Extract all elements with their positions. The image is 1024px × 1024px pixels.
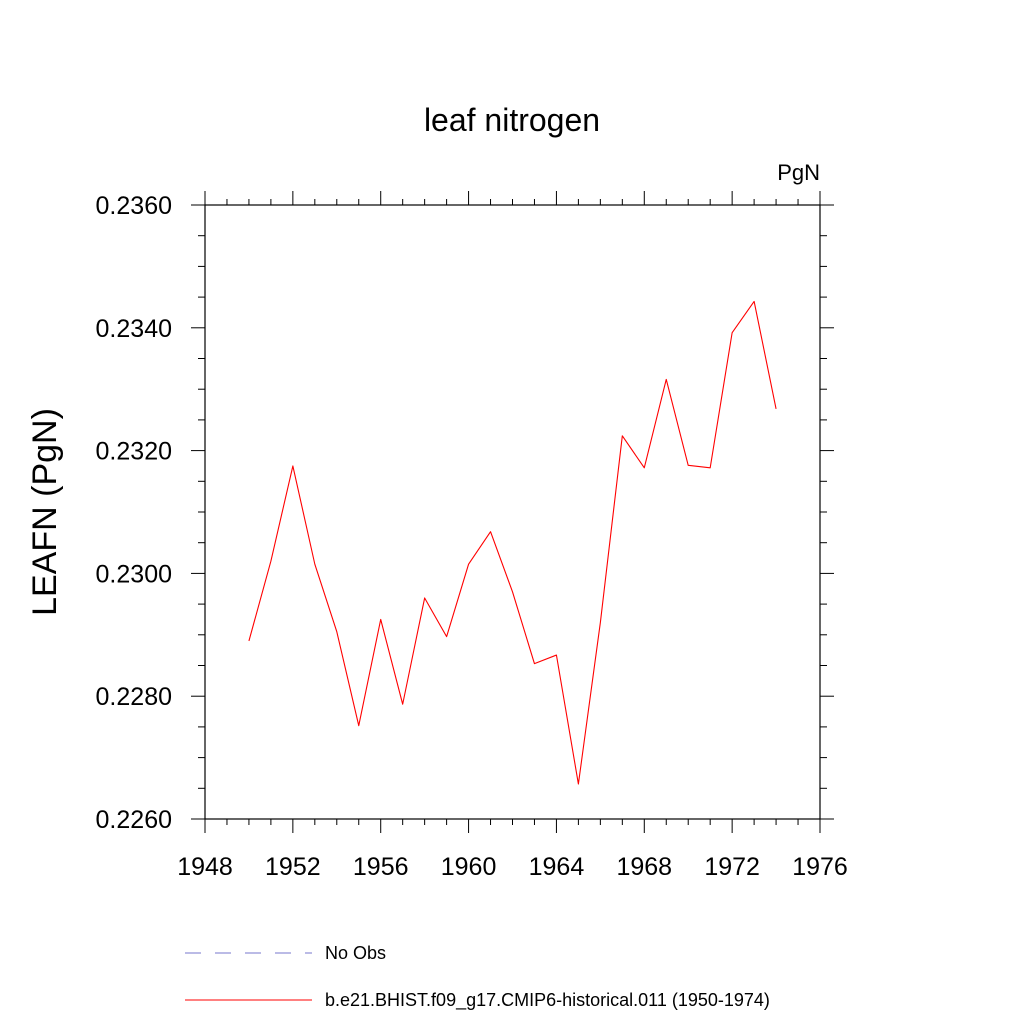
axis-ticks: [191, 191, 834, 833]
legend-label-model: b.e21.BHIST.f09_g17.CMIP6-historical.011…: [325, 990, 770, 1011]
y-tick-label: 0.2320: [96, 438, 172, 466]
legend: No Obs b.e21.BHIST.f09_g17.CMIP6-histori…: [185, 943, 770, 1011]
x-tick-label: 1952: [265, 853, 321, 881]
y-axis-label: LEAFN (PgN): [26, 408, 64, 616]
chart-title: leaf nitrogen: [424, 102, 600, 138]
x-tick-labels: 1948 1952 1956 1960 1964 1968 1972 1976: [177, 853, 848, 881]
x-tick-label: 1956: [353, 853, 409, 881]
y-tick-label: 0.2360: [96, 192, 172, 220]
y-tick-label: 0.2280: [96, 683, 172, 711]
series-line: [248, 300, 777, 785]
plot-frame: [204, 204, 821, 820]
x-tick-label: 1976: [792, 853, 848, 881]
units-label: PgN: [777, 160, 820, 185]
y-tick-labels: 0.2260 0.2280 0.2300 0.2320 0.2340 0.2360: [96, 192, 172, 834]
x-tick-label: 1948: [177, 853, 233, 881]
y-tick-label: 0.2260: [96, 806, 172, 834]
y-tick-label: 0.2300: [96, 560, 172, 588]
x-tick-label: 1968: [616, 853, 672, 881]
series-group: [248, 300, 777, 785]
y-tick-label: 0.2340: [96, 315, 172, 343]
x-tick-label: 1964: [529, 853, 585, 881]
legend-label-no-obs: No Obs: [325, 943, 386, 963]
x-tick-label: 1960: [441, 853, 497, 881]
x-tick-label: 1972: [704, 853, 760, 881]
